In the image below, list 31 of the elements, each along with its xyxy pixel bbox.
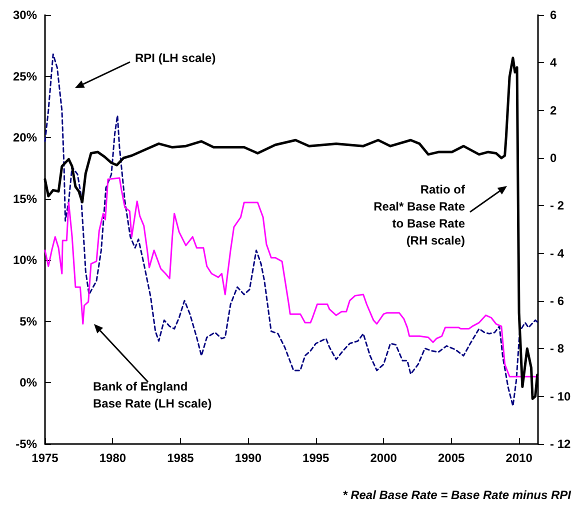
y2-tick-label: - 4 xyxy=(550,246,564,260)
x-tick-label: 1990 xyxy=(234,451,262,465)
x-tick-label: 2010 xyxy=(506,451,533,465)
y-tick-label: 0% xyxy=(20,376,38,390)
annotation: RPI (LH scale) xyxy=(135,51,216,65)
y-tick-label: 10% xyxy=(12,253,38,268)
y2-tick-label: - 2 xyxy=(550,198,564,213)
y-tick-label: 15% xyxy=(12,192,38,206)
y2-tick-label: - 10 xyxy=(550,389,572,404)
x-tick-label: 1995 xyxy=(302,451,330,465)
annotation: Ratio of Real* Base Rate to Base Rate (RH scale) xyxy=(374,182,466,248)
y2-tick-label: - 6 xyxy=(550,294,564,308)
y-tick-label: 5% xyxy=(20,314,38,328)
x-tick-label: 1980 xyxy=(99,451,126,465)
line-series xyxy=(44,177,539,378)
x-tick-label: 1975 xyxy=(32,451,59,465)
annotation: Bank of England Base Rate (LH scale) xyxy=(93,380,212,410)
y2-tick-label: 4 xyxy=(550,56,557,70)
y2-tick-label: 2 xyxy=(550,103,557,118)
y-tick-label: 30% xyxy=(12,8,38,22)
y-tick-label: 20% xyxy=(12,130,38,145)
x-tick-label: 2005 xyxy=(438,451,465,465)
x-tick-label: 1985 xyxy=(167,451,194,465)
y2-tick-label: - 8 xyxy=(550,342,564,356)
y-tick-label: -5% xyxy=(16,437,38,451)
text: * Real Base Rate = Base Rate minus RPI xyxy=(342,488,572,502)
y-tick-label: 25% xyxy=(12,69,38,84)
x-tick-label: 2000 xyxy=(370,451,398,465)
y2-tick-label: 0 xyxy=(550,151,557,165)
y2-tick-label: 6 xyxy=(550,8,557,22)
y2-tick-label: - 12 xyxy=(550,437,572,451)
